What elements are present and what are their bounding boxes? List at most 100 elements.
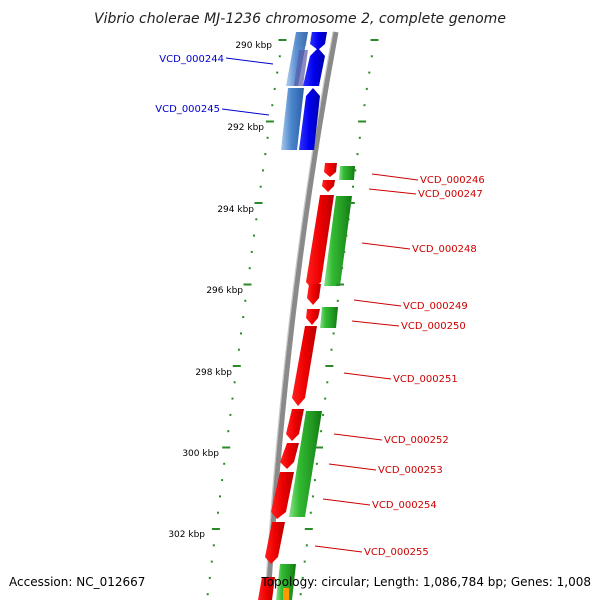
- gene-label-VCD-000247[interactable]: VCD_000247: [418, 189, 483, 200]
- leader-line-VCD-000249: [353, 299, 402, 307]
- gene-VCD-000246: [324, 163, 337, 177]
- minor-tick-mark: [264, 153, 267, 156]
- minor-tick-mark: [217, 511, 219, 514]
- minor-tick-mark: [341, 267, 344, 270]
- gene-label-VCD-000245[interactable]: VCD_000245: [155, 104, 220, 115]
- minor-tick-mark: [206, 593, 209, 596]
- gene-label-VCD-000244[interactable]: VCD_000244: [159, 54, 224, 65]
- gene-VCD-000245-body: [299, 88, 320, 150]
- minor-tick-mark: [273, 87, 276, 90]
- minor-tick-mark: [322, 413, 325, 416]
- minor-tick-mark: [271, 104, 274, 107]
- minor-tick-mark: [278, 55, 281, 58]
- gene-label-VCD-000251[interactable]: VCD_000251: [393, 374, 458, 385]
- scale-label-290kbp: 290 kbp: [235, 41, 272, 51]
- minor-tick-mark: [365, 87, 368, 90]
- leader-line-VCD-000253: [328, 463, 377, 471]
- cog-forward-2: [324, 196, 352, 286]
- scale-label-298kbp: 298 kbp: [195, 368, 232, 378]
- gene-VCD-000244-arrow: [310, 32, 327, 50]
- major-tick-mark: [211, 528, 220, 530]
- major-tick-mark: [265, 120, 274, 123]
- topology-text: Topology: circular; Length: 1,086,784 bp…: [260, 575, 591, 589]
- minor-tick-mark: [368, 71, 371, 74]
- minor-tick-mark: [255, 218, 258, 221]
- gene-VCD-000248: [306, 195, 334, 290]
- minor-tick-mark: [233, 381, 236, 384]
- gene-VCD-000250: [306, 309, 320, 325]
- minor-tick-mark: [311, 495, 314, 498]
- minor-tick-mark: [332, 332, 335, 335]
- major-tick-mark: [254, 202, 263, 204]
- minor-tick-mark: [334, 316, 337, 319]
- gene-forward-partial-bottom: [258, 577, 275, 600]
- minor-tick-mark: [324, 397, 327, 400]
- gene-label-VCD-000246[interactable]: VCD_000246: [420, 175, 485, 186]
- major-tick-mark: [304, 528, 313, 530]
- gene-label-VCD-000253[interactable]: VCD_000253: [378, 465, 443, 476]
- cog-forward-3: [320, 307, 338, 328]
- minor-tick-mark: [240, 332, 242, 335]
- gene-VCD-000247: [322, 180, 335, 192]
- minor-tick-mark: [229, 413, 232, 416]
- major-tick-mark: [232, 365, 241, 367]
- minor-tick-mark: [237, 348, 240, 351]
- leader-line-VCD-000254: [322, 498, 371, 506]
- minor-tick-mark: [320, 430, 323, 433]
- major-tick-mark: [278, 39, 287, 41]
- gene-label-VCD-000254[interactable]: VCD_000254: [372, 500, 437, 511]
- major-tick-mark: [346, 202, 355, 204]
- leader-line-VCD-000248: [361, 242, 411, 250]
- leader-line-VCD-000245: [221, 108, 270, 116]
- minor-tick-mark: [262, 169, 264, 172]
- gene-label-VCD-000250[interactable]: VCD_000250: [401, 321, 466, 332]
- major-tick-mark: [358, 120, 367, 123]
- major-tick-mark: [336, 283, 344, 286]
- gene-label-VCD-000249[interactable]: VCD_000249: [403, 301, 468, 312]
- accession-text: Accession: NC_012667: [9, 575, 145, 589]
- leader-line-VCD-000251: [343, 372, 392, 380]
- gene-label-VCD-000255[interactable]: VCD_000255: [364, 547, 429, 558]
- minor-tick-mark: [210, 560, 213, 563]
- minor-tick-mark: [301, 576, 304, 579]
- minor-tick-mark: [343, 250, 346, 253]
- minor-tick-mark: [219, 495, 221, 498]
- minor-tick-mark: [276, 71, 279, 74]
- minor-tick-mark: [309, 511, 312, 514]
- minor-tick-mark: [231, 397, 234, 400]
- chromosome-backbone-highlight: [264, 31, 334, 600]
- major-tick-mark: [315, 446, 323, 449]
- minor-tick-mark: [223, 462, 226, 465]
- minor-tick-mark: [244, 299, 247, 302]
- minor-tick-mark: [370, 55, 373, 58]
- minor-tick-mark: [259, 185, 262, 188]
- minor-tick-mark: [299, 593, 302, 596]
- leader-line-VCD-000246: [371, 173, 419, 181]
- minor-tick-mark: [313, 479, 316, 482]
- minor-tick-mark: [363, 104, 366, 107]
- gene-label-VCD-000248[interactable]: VCD_000248: [412, 244, 477, 255]
- leader-line-VCD-000255: [314, 545, 363, 553]
- minor-tick-mark: [347, 218, 350, 221]
- minor-tick-mark: [253, 234, 255, 237]
- cog-reverse-1: [286, 32, 308, 86]
- minor-tick-mark: [345, 234, 348, 237]
- minor-tick-mark: [330, 348, 333, 351]
- map-title: Vibrio cholerae MJ-1236 chromosome 2, co…: [94, 11, 506, 27]
- minor-tick-mark: [242, 316, 245, 319]
- chromosome-backbone: [265, 31, 339, 600]
- forward-labels: [314, 173, 419, 553]
- minor-tick-mark: [352, 185, 354, 188]
- cog-forward-4: [289, 411, 322, 517]
- leader-line-VCD-000244: [225, 57, 274, 65]
- minor-tick-mark: [250, 250, 253, 253]
- minor-tick-mark: [303, 560, 306, 563]
- gene-VCD-000249: [307, 284, 321, 305]
- leader-line-VCD-000247: [368, 188, 417, 195]
- gene-label-VCD-000252[interactable]: VCD_000252: [384, 435, 449, 446]
- gene-VCD-000254: [271, 472, 294, 519]
- scale-label-300kbp: 300 kbp: [182, 449, 219, 459]
- major-tick-mark: [325, 365, 334, 367]
- scale-label-294kbp: 294 kbp: [217, 205, 254, 215]
- scale-label-292kbp: 292 kbp: [227, 123, 264, 133]
